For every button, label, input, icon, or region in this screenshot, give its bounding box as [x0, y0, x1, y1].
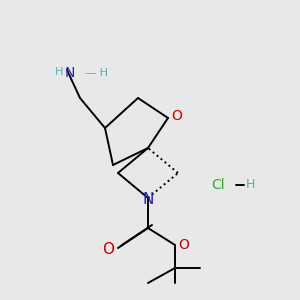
- Text: O: O: [102, 242, 114, 256]
- Text: — H: — H: [85, 68, 108, 78]
- Text: H: H: [245, 178, 255, 191]
- Text: N: N: [142, 191, 154, 206]
- Text: O: O: [178, 238, 189, 252]
- Text: O: O: [172, 109, 182, 123]
- Text: Cl: Cl: [211, 178, 225, 192]
- Text: H: H: [55, 67, 63, 77]
- Text: N: N: [65, 66, 75, 80]
